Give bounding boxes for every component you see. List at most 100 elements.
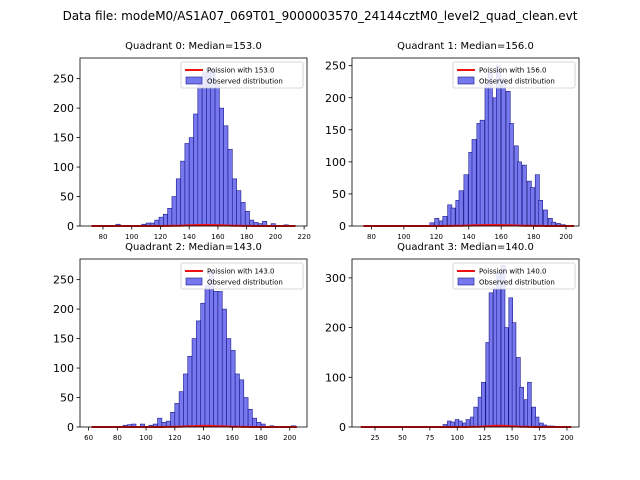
x-tick-label: 80 [99,233,108,241]
x-tick-label: 140 [183,233,196,241]
x-tick-label: 80 [367,233,376,241]
legend-bar-swatch [185,277,203,286]
y-tick-label: 250 [325,60,346,73]
y-tick-label: 150 [325,124,346,137]
histogram-bar [193,113,199,227]
x-tick-label: 120 [154,233,167,241]
histogram-bar [511,322,517,428]
panel-title: Quadrant 1: Median=156.0 [397,41,534,52]
histogram-bar [230,350,236,428]
panel-title: Quadrant 2: Median=143.0 [125,242,262,253]
histogram-bar [206,67,212,227]
x-tick-label: 200 [283,434,296,442]
histogram-bar [496,272,501,428]
histogram-bar [157,417,163,428]
quadrant-0-panel: Quadrant 0: Median=153.0 80 100 120 140 160 18… [53,41,311,241]
y-tick-label: 200 [53,102,74,115]
histogram-bar [234,373,240,428]
histogram-bar [178,391,184,428]
histogram-bar [244,210,250,227]
y-tick-label: 0 [339,421,346,434]
histogram-bar [496,65,501,227]
legend-box [452,262,576,290]
x-tick-label: 200 [269,233,282,241]
y-tick-label: 50 [60,191,74,204]
histogram-bar [487,71,493,227]
histogram-bar [217,291,223,428]
histogram-bar [219,107,224,227]
histogram-bar [527,381,532,428]
legend-bar-swatch [185,76,203,85]
histogram-bar [463,174,469,227]
axes-frame [79,258,308,428]
panel-title: Quadrant 3: Median=140.0 [397,242,534,253]
x-tick-label: 100 [397,233,410,241]
histogram-bar [184,143,190,227]
x-tick-label: 160 [494,233,507,241]
x-tick-label: 175 [533,434,546,442]
x-tick-label: 140 [197,434,210,442]
x-tick-label: 75 [425,434,434,442]
histogram-bar [188,137,194,227]
x-tick-label: 220 [297,233,310,241]
histogram-bar [213,291,219,428]
x-tick-label: 180 [527,233,540,241]
histogram-bar [227,149,233,227]
legend-box [180,61,304,89]
quadrant-2-panel: Quadrant 2: Median=143.0 60 80 100 120 140 160… [53,242,308,442]
x-tick-label: 25 [371,434,380,442]
histogram-bar [174,403,180,428]
histogram-bar [500,78,506,227]
histogram-bar [183,373,189,428]
histogram-bar [171,196,177,227]
histogram-bar [488,292,494,428]
y-tick-label: 300 [325,272,346,285]
histogram-bar [450,207,456,227]
x-tick-label: 100 [125,233,138,241]
x-tick-label: 200 [560,434,573,442]
histogram-bar [236,190,242,227]
histogram-bar [538,200,543,227]
axes-frame [351,57,580,227]
x-tick-label: 60 [84,434,93,442]
legend-bar-label: Observed distribution [207,78,283,86]
legend-bar-swatch [457,76,475,85]
histogram-bar [214,84,220,227]
histogram-bar [508,123,514,227]
x-tick-label: 180 [254,434,267,442]
histogram-bar [210,69,216,227]
histogram-bar [243,397,249,428]
x-tick-label: 100 [139,434,152,442]
histogram-bar [239,379,245,428]
histogram-bar [197,81,203,227]
histogram-bar [158,216,164,227]
histogram-bar [223,125,229,227]
y-tick-label: 250 [53,73,74,86]
histogram-bar [434,218,440,227]
x-tick-label: 120 [168,434,181,442]
histogram-bar [543,209,548,227]
x-tick-label: 125 [478,434,491,442]
y-tick-label: 0 [67,220,74,233]
y-tick-label: 200 [325,322,346,335]
legend-curve-label: Poission with 143.0 [207,268,275,276]
histogram-bar [517,161,522,227]
histogram-bar [465,419,471,428]
x-tick-label: 140 [462,233,475,241]
histogram-bar [180,160,186,227]
histogram-bar [204,285,210,428]
histogram-bar [201,72,207,227]
legend-bar-label: Observed distribution [479,279,555,287]
x-tick-label: 50 [398,434,407,442]
histogram-bar [231,178,237,227]
histogram-bar [473,406,478,428]
histogram-bar [471,139,477,227]
legend-curve-label: Poission with 140.0 [479,268,547,276]
histogram-bar [209,270,214,428]
histogram-bar [221,308,227,428]
histogram-bar [167,208,173,227]
x-tick-label: 150 [505,434,518,442]
histogram-bar [479,119,485,227]
figure-title: Data file: modeM0/AS1A07_069T01_90000035… [63,9,578,23]
